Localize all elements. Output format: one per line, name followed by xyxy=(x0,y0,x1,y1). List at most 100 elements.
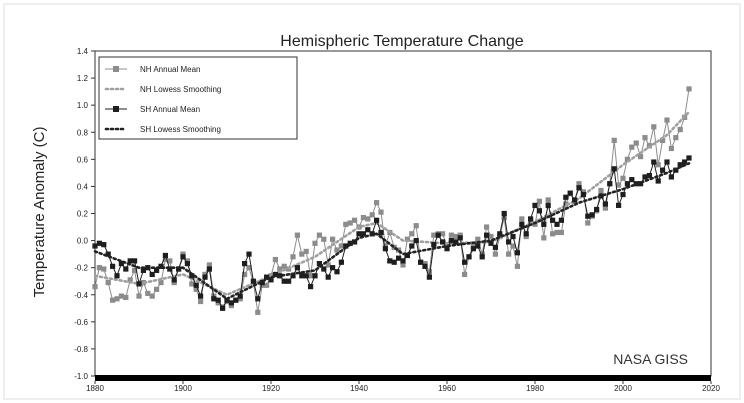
data-point xyxy=(422,263,428,269)
data-point xyxy=(532,202,538,208)
data-point xyxy=(259,279,265,286)
data-point xyxy=(497,231,503,237)
data-point xyxy=(343,243,349,249)
data-point xyxy=(272,256,278,263)
data-point xyxy=(105,251,111,257)
data-point xyxy=(211,296,217,302)
data-point xyxy=(149,293,155,299)
data-point xyxy=(312,273,318,279)
data-point xyxy=(272,271,278,278)
data-point xyxy=(250,278,256,284)
data-point xyxy=(316,232,322,238)
data-point xyxy=(642,174,648,180)
data-point xyxy=(189,273,195,279)
legend-label: NH Annual Mean xyxy=(140,65,200,74)
data-point xyxy=(576,185,582,191)
data-point xyxy=(149,271,155,278)
data-point xyxy=(118,293,124,299)
data-point xyxy=(488,233,494,240)
data-point xyxy=(281,278,287,284)
data-point xyxy=(655,178,661,184)
data-point xyxy=(136,281,142,287)
data-point xyxy=(158,263,164,269)
data-point xyxy=(510,233,516,240)
data-point xyxy=(585,213,591,219)
data-point xyxy=(475,236,481,242)
data-point xyxy=(246,251,252,257)
data-point xyxy=(400,258,406,264)
data-point xyxy=(550,231,556,237)
data-point xyxy=(391,244,397,250)
data-point xyxy=(215,300,221,306)
axes: 1.4 1.2 1.0 0.8 0.6 0.4 0.2 0.0 -0.2 -0.4 -0.6 -0.8… xyxy=(74,47,720,393)
data-point xyxy=(506,239,512,245)
data-point xyxy=(290,254,296,260)
data-point xyxy=(664,159,670,165)
data-point xyxy=(215,297,221,303)
data-point xyxy=(677,126,683,133)
data-point xyxy=(585,220,591,226)
data-point xyxy=(668,174,674,180)
data-point xyxy=(448,237,454,244)
series-nh-lowess-smoothing xyxy=(93,110,691,297)
data-point xyxy=(382,243,388,249)
data-point xyxy=(457,235,463,241)
data-point xyxy=(440,231,446,237)
legend-label: SH Lowess Smoothing xyxy=(140,125,221,134)
data-point xyxy=(484,224,490,230)
data-point xyxy=(365,227,371,233)
data-point xyxy=(484,232,490,238)
data-point xyxy=(334,247,340,253)
data-point xyxy=(554,229,560,236)
data-point xyxy=(347,220,353,226)
data-point xyxy=(431,232,437,238)
data-point xyxy=(638,154,644,160)
data-point xyxy=(343,221,349,227)
data-point xyxy=(360,231,366,237)
data-point xyxy=(668,145,674,152)
data-point xyxy=(352,217,358,223)
data-point xyxy=(118,261,124,267)
series-line-sh-lowess-smoothing xyxy=(93,162,691,301)
data-point xyxy=(523,231,529,237)
data-point xyxy=(321,236,327,242)
data-point xyxy=(646,172,652,179)
data-point xyxy=(457,232,463,238)
data-point xyxy=(220,305,226,311)
data-point xyxy=(299,273,305,279)
y-axis-label: Temperature Anomaly (C) xyxy=(31,127,48,298)
data-point xyxy=(101,242,107,248)
y-tick-label: 1.2 xyxy=(77,74,89,83)
data-point xyxy=(404,252,410,259)
data-point xyxy=(655,162,661,168)
data-point xyxy=(206,266,212,272)
data-point xyxy=(642,135,648,141)
data-point xyxy=(602,205,608,211)
data-point xyxy=(580,189,586,195)
data-point xyxy=(660,137,666,143)
data-point xyxy=(413,237,419,244)
data-point xyxy=(589,212,595,218)
x-tick-label: 1940 xyxy=(350,384,368,393)
data-point xyxy=(184,258,190,264)
series-sh-lowess-smoothing xyxy=(93,162,691,301)
data-point xyxy=(286,278,292,284)
data-point xyxy=(189,281,195,287)
data-point xyxy=(620,175,626,181)
data-point xyxy=(374,217,380,223)
data-point xyxy=(545,202,551,208)
data-point xyxy=(242,261,248,267)
data-point xyxy=(558,217,564,223)
data-point xyxy=(255,309,261,315)
data-point xyxy=(651,159,657,165)
data-point xyxy=(264,282,270,288)
data-point xyxy=(180,254,186,260)
data-point xyxy=(453,233,459,240)
data-point xyxy=(237,293,243,299)
data-point xyxy=(501,214,507,221)
data-point xyxy=(554,221,560,227)
data-point xyxy=(563,194,569,200)
data-point xyxy=(281,263,287,269)
y-tick-label: 0.6 xyxy=(77,155,89,164)
data-point xyxy=(391,259,397,265)
